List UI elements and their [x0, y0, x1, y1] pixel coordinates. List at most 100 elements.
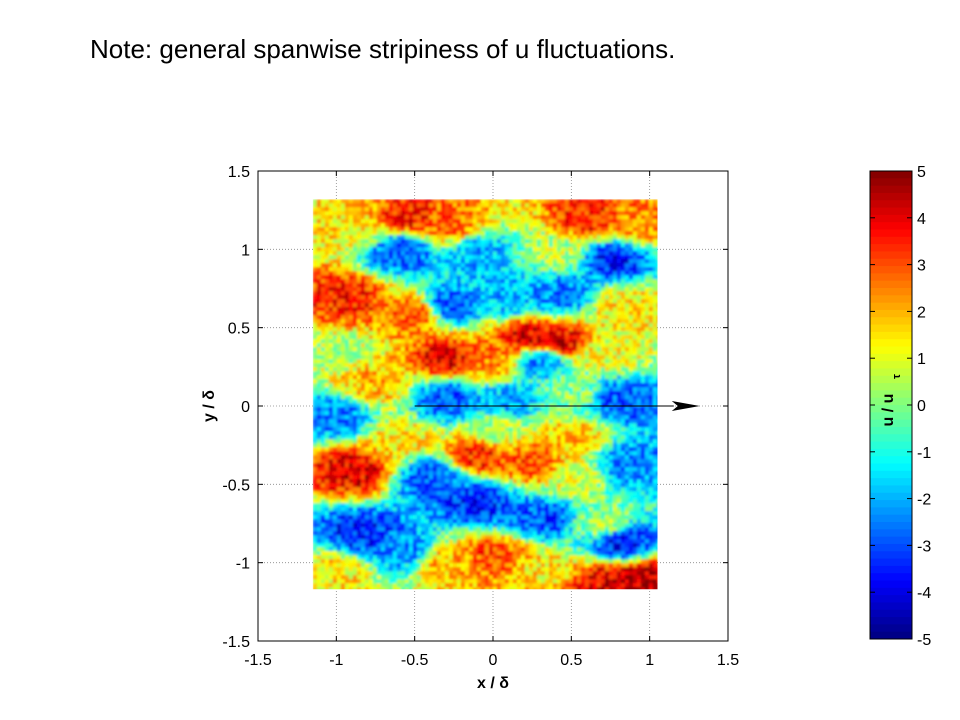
field-cell	[348, 307, 354, 312]
field-cell	[600, 283, 606, 288]
field-cell	[388, 391, 394, 396]
field-cell	[484, 211, 490, 216]
field-cell	[512, 283, 518, 288]
field-cell	[520, 327, 526, 332]
field-cell	[376, 359, 382, 364]
field-cell	[652, 275, 658, 280]
field-cell	[452, 299, 458, 304]
field-cell	[348, 263, 354, 268]
field-cell	[472, 347, 478, 352]
field-cell	[324, 395, 330, 400]
field-cell	[316, 247, 322, 252]
field-cell	[596, 283, 602, 288]
field-cell	[436, 243, 442, 248]
field-cell	[420, 243, 426, 248]
field-cell	[648, 259, 654, 264]
field-cell	[472, 319, 478, 324]
field-cell	[440, 299, 446, 304]
field-cell	[512, 323, 518, 328]
field-cell	[524, 387, 530, 392]
field-cell	[340, 371, 346, 376]
field-cell	[596, 315, 602, 320]
field-cell	[380, 227, 386, 232]
field-cell	[564, 223, 570, 228]
field-cell	[648, 327, 654, 332]
field-cell	[552, 379, 558, 384]
field-cell	[408, 207, 414, 212]
field-cell	[324, 411, 330, 416]
field-cell	[356, 247, 362, 252]
field-cell	[356, 255, 362, 260]
field-cell	[572, 279, 578, 284]
field-cell	[364, 367, 370, 372]
field-cell	[412, 279, 418, 284]
field-cell	[484, 387, 490, 392]
field-cell	[640, 287, 646, 292]
field-cell	[552, 307, 558, 312]
field-cell	[372, 307, 378, 312]
field-cell	[528, 279, 534, 284]
field-cell	[544, 219, 550, 224]
field-cell	[468, 247, 474, 252]
field-cell	[424, 307, 430, 312]
field-cell	[564, 307, 570, 312]
field-cell	[544, 415, 550, 420]
field-cell	[564, 219, 570, 224]
field-cell	[500, 215, 506, 220]
field-cell	[508, 255, 514, 260]
field-cell	[428, 251, 434, 256]
field-cell	[620, 311, 626, 316]
field-cell	[612, 263, 618, 268]
field-cell	[360, 299, 366, 304]
field-cell	[600, 219, 606, 224]
field-cell	[592, 415, 598, 420]
field-cell	[424, 295, 430, 300]
field-cell	[560, 243, 566, 248]
field-cell	[380, 223, 386, 228]
field-cell	[432, 251, 438, 256]
field-cell	[344, 239, 350, 244]
field-cell	[620, 315, 626, 320]
field-cell	[400, 311, 406, 316]
field-cell	[652, 291, 658, 296]
field-cell	[532, 211, 538, 216]
field-cell	[408, 235, 414, 240]
field-cell	[508, 411, 514, 416]
field-cell	[656, 415, 658, 420]
field-cell	[396, 403, 402, 408]
field-cell	[612, 343, 618, 348]
field-cell	[460, 243, 466, 248]
field-cell	[632, 311, 638, 316]
field-cell	[612, 223, 618, 228]
field-cell	[636, 387, 642, 392]
field-cell	[312, 255, 318, 260]
field-cell	[468, 351, 474, 356]
field-cell	[512, 275, 518, 280]
field-cell	[476, 307, 482, 312]
field-cell	[588, 291, 594, 296]
field-cell	[332, 335, 338, 340]
field-cell	[524, 335, 530, 340]
field-cell	[384, 283, 390, 288]
field-cell	[656, 363, 658, 368]
field-cell	[416, 371, 422, 376]
field-cell	[524, 263, 530, 268]
field-cell	[368, 311, 374, 316]
field-cell	[548, 291, 554, 296]
field-cell	[532, 375, 538, 380]
field-cell	[492, 415, 498, 420]
field-cell	[496, 263, 502, 268]
field-cell	[596, 279, 602, 284]
field-cell	[516, 251, 522, 256]
field-cell	[336, 199, 342, 204]
field-cell	[536, 203, 542, 208]
field-cell	[440, 235, 446, 240]
field-cell	[424, 411, 430, 416]
field-cell	[476, 415, 482, 420]
field-cell	[568, 299, 574, 304]
field-cell	[624, 379, 630, 384]
field-cell	[456, 275, 462, 280]
field-cell	[568, 267, 574, 272]
field-cell	[568, 219, 574, 224]
field-cell	[440, 283, 446, 288]
